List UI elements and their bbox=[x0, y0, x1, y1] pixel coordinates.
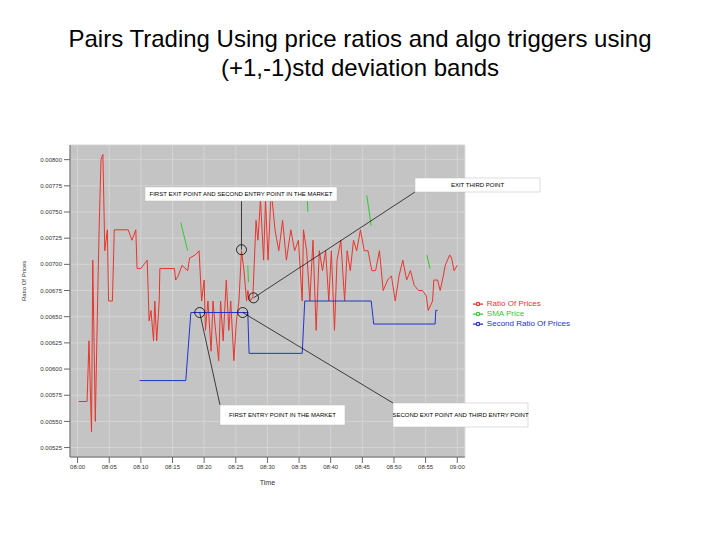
svg-text:08:00: 08:00 bbox=[70, 464, 86, 470]
svg-text:0.00625: 0.00625 bbox=[40, 340, 62, 346]
svg-text:0.00675: 0.00675 bbox=[40, 288, 62, 294]
html-text:Ratio Of Prices: Ratio Of Prices bbox=[486, 299, 541, 309]
html-text:Pairs Trading Using price rati: Pairs Trading Using price ratios and alg… bbox=[68, 25, 652, 81]
svg-text:08:25: 08:25 bbox=[228, 464, 244, 470]
svg-text:0.00600: 0.00600 bbox=[40, 366, 62, 372]
svg-text:0.00525: 0.00525 bbox=[40, 445, 62, 451]
svg-text:FIRST EXIT POINT AND SECOND EN: FIRST EXIT POINT AND SECOND ENTRY POINT … bbox=[150, 191, 333, 197]
svg-text:0.00750: 0.00750 bbox=[40, 209, 62, 215]
svg-text:0.00575: 0.00575 bbox=[40, 392, 62, 398]
html-text:Second Ratio Of Prices: Second Ratio Of Prices bbox=[486, 319, 570, 329]
svg-text:08:55: 08:55 bbox=[418, 464, 434, 470]
html-text:SMA Price: SMA Price bbox=[486, 309, 525, 319]
svg-text:08:30: 08:30 bbox=[260, 464, 276, 470]
svg-text:08:45: 08:45 bbox=[355, 464, 371, 470]
svg-text:08:40: 08:40 bbox=[323, 464, 339, 470]
svg-text:EXIT THIRD POINT: EXIT THIRD POINT bbox=[451, 182, 504, 188]
svg-text:FIRST ENTRY POINT IN THE MARKE: FIRST ENTRY POINT IN THE MARKET bbox=[229, 412, 336, 418]
svg-text:08:15: 08:15 bbox=[165, 464, 181, 470]
svg-text:0.00725: 0.00725 bbox=[40, 235, 62, 241]
svg-text:08:20: 08:20 bbox=[197, 464, 213, 470]
svg-text:0.00775: 0.00775 bbox=[40, 183, 62, 189]
svg-text:SECOND EXIT POINT AND THIRD EN: SECOND EXIT POINT AND THIRD ENTRY POINT bbox=[392, 412, 528, 418]
svg-text:08:35: 08:35 bbox=[292, 464, 308, 470]
svg-text:08:05: 08:05 bbox=[102, 464, 118, 470]
svg-text:0.00550: 0.00550 bbox=[40, 419, 62, 425]
svg-text:08:50: 08:50 bbox=[386, 464, 402, 470]
svg-text:0.00800: 0.00800 bbox=[40, 157, 62, 163]
svg-text:08:10: 08:10 bbox=[133, 464, 149, 470]
svg-text:09:00: 09:00 bbox=[450, 464, 466, 470]
svg-text:Time: Time bbox=[260, 479, 275, 486]
svg-text:0.00650: 0.00650 bbox=[40, 314, 62, 320]
svg-text:0.00700: 0.00700 bbox=[40, 261, 62, 267]
svg-text:Ratio Of Prices: Ratio Of Prices bbox=[21, 261, 27, 301]
